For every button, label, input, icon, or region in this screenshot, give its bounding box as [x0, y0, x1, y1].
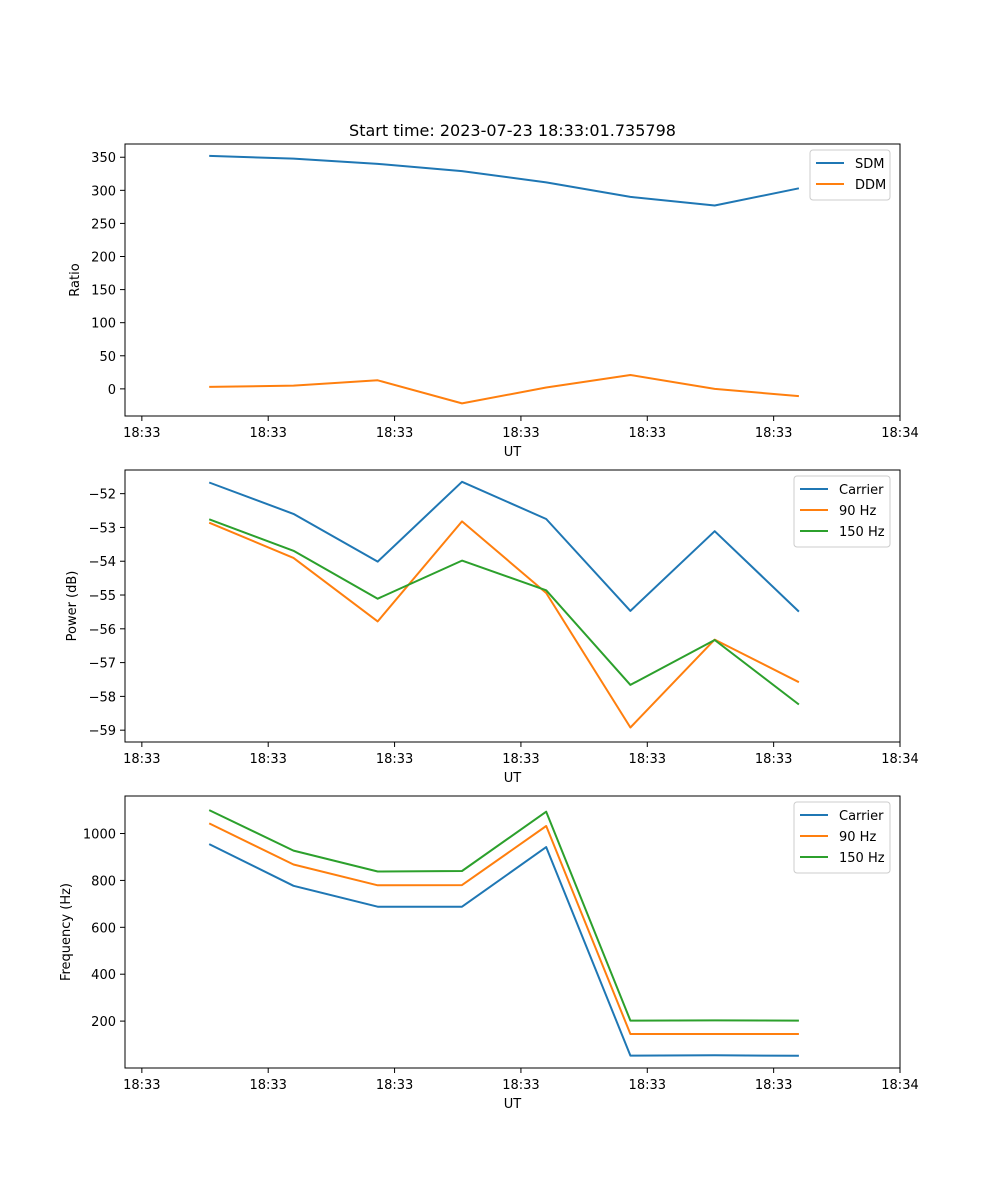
- y-tick-label: −57: [89, 657, 116, 672]
- x-tick-label: 18:33: [249, 1078, 286, 1093]
- series-line-sdm: [209, 154, 800, 207]
- x-tick-label: 18:34: [881, 752, 918, 767]
- y-tick-label: −58: [89, 690, 116, 705]
- y-tick-label: 1000: [83, 828, 116, 843]
- series-line-90-hz: [208, 520, 800, 729]
- x-tick-label: 18:33: [629, 752, 666, 767]
- legend: SDM DDM: [809, 149, 891, 201]
- y-tick-label: 300: [91, 184, 116, 199]
- x-tick-label: 18:33: [629, 426, 666, 441]
- series-line-90-hz: [208, 822, 799, 1035]
- y-tick-label: −53: [89, 521, 116, 536]
- x-tick-label: 18:33: [629, 1078, 666, 1093]
- series-line-carrier: [208, 843, 799, 1057]
- y-tick-label: −55: [89, 589, 116, 604]
- y-tick-label: 200: [91, 251, 116, 266]
- y-tick-label: −56: [89, 623, 116, 638]
- x-tick-label: 18:33: [249, 426, 286, 441]
- legend-label: 90 Hz: [839, 504, 876, 519]
- chart-panel-1: 18:33 18:33 18:33 18:33 18:33 18:33 18:34 0 50 10…: [68, 121, 919, 460]
- legend-label: Carrier: [839, 809, 884, 824]
- x-tick-label: 18:33: [376, 1078, 413, 1093]
- y-tick-label: 0: [108, 383, 116, 398]
- x-tick-label: 18:33: [123, 752, 160, 767]
- chart-title: Start time: 2023-07-23 18:33:01.735798: [349, 121, 676, 140]
- series-line-carrier: [208, 480, 800, 613]
- x-tick-label: 18:34: [881, 426, 918, 441]
- chart-panel-2: 18:33 18:33 18:33 18:33 18:33 18:33 18:34 −59 −5…: [65, 469, 919, 786]
- legend-box: [793, 801, 891, 874]
- axes-frame: [124, 469, 901, 743]
- y-axis-label: Ratio: [68, 263, 83, 296]
- series-line-150-hz: [208, 518, 800, 706]
- y-tick-label: 350: [91, 151, 116, 166]
- x-tick-label: 18:33: [755, 1078, 792, 1093]
- legend-label: SDM: [855, 157, 884, 172]
- series-line-150-hz: [208, 809, 799, 1022]
- y-tick-label: 200: [91, 1015, 116, 1030]
- legend-box: [793, 475, 891, 548]
- y-tick-label: 150: [91, 284, 116, 299]
- y-tick-label: −59: [89, 724, 116, 739]
- axes-frame: [124, 795, 901, 1069]
- legend-label: 90 Hz: [839, 830, 876, 845]
- y-axis-label: Power (dB): [65, 571, 80, 642]
- x-axis-label: UT: [504, 445, 522, 460]
- x-tick-label: 18:34: [881, 1078, 918, 1093]
- y-tick-label: −52: [89, 488, 116, 503]
- x-tick-label: 18:33: [249, 752, 286, 767]
- x-tick-label: 18:33: [123, 1078, 160, 1093]
- x-tick-label: 18:33: [123, 426, 160, 441]
- x-tick-label: 18:33: [755, 426, 792, 441]
- x-axis-label: UT: [504, 771, 522, 786]
- x-tick-label: 18:33: [502, 426, 539, 441]
- chart-panel-3: 18:33 18:33 18:33 18:33 18:33 18:33 18:34 200 40…: [59, 795, 919, 1112]
- y-tick-label: 250: [91, 217, 116, 232]
- y-tick-label: 400: [91, 968, 116, 983]
- x-tick-label: 18:33: [502, 752, 539, 767]
- x-tick-label: 18:33: [376, 752, 413, 767]
- x-tick-label: 18:33: [755, 752, 792, 767]
- legend: Carrier 90 Hz 150 Hz: [793, 801, 891, 874]
- x-tick-label: 18:33: [502, 1078, 539, 1093]
- axes-frame: [124, 143, 901, 417]
- y-tick-label: 50: [99, 350, 116, 365]
- y-tick-label: 100: [91, 317, 116, 332]
- series-line-ddm: [209, 374, 799, 405]
- x-tick-label: 18:33: [376, 426, 413, 441]
- legend-label: 150 Hz: [839, 851, 885, 866]
- y-tick-label: 600: [91, 921, 116, 936]
- y-tick-label: −54: [89, 555, 116, 570]
- x-axis-label: UT: [504, 1097, 522, 1112]
- legend-label: 150 Hz: [839, 525, 885, 540]
- y-tick-label: 800: [91, 874, 116, 889]
- y-axis-label: Frequency (Hz): [59, 883, 74, 981]
- legend: Carrier 90 Hz 150 Hz: [793, 475, 891, 548]
- legend-label: Carrier: [839, 483, 884, 498]
- legend-label: DDM: [855, 178, 886, 193]
